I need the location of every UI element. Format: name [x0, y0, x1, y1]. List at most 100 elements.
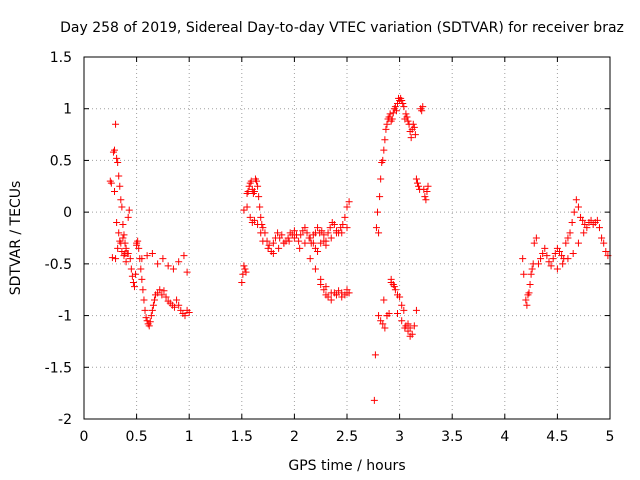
data-point — [527, 270, 535, 278]
data-point — [566, 229, 574, 237]
data-point — [142, 314, 150, 322]
data-point — [326, 224, 334, 232]
data-point — [380, 296, 388, 304]
data-point — [130, 283, 138, 291]
data-point — [303, 229, 311, 237]
data-point — [338, 229, 346, 237]
data-point — [314, 224, 322, 232]
data-point — [269, 239, 277, 247]
data-point — [265, 241, 273, 249]
data-point — [543, 252, 551, 260]
data-point — [145, 322, 153, 330]
data-point — [393, 310, 401, 318]
data-point — [587, 216, 595, 224]
data-point — [579, 216, 587, 224]
data-point — [541, 244, 549, 252]
data-point — [138, 275, 146, 283]
data-point — [250, 216, 258, 224]
data-point — [341, 291, 349, 299]
data-point — [183, 268, 191, 276]
data-point — [290, 227, 298, 235]
data-point — [306, 234, 314, 242]
data-point — [569, 250, 577, 258]
data-point — [404, 320, 412, 328]
data-point — [245, 182, 253, 190]
data-point — [412, 175, 420, 183]
data-point — [421, 193, 429, 201]
data-point — [580, 229, 588, 237]
data-point — [297, 231, 305, 239]
data-point — [525, 289, 533, 297]
data-point — [532, 234, 540, 242]
data-point — [173, 296, 181, 304]
data-point — [379, 156, 387, 164]
data-point — [137, 265, 145, 273]
data-point — [375, 312, 383, 320]
data-point — [332, 291, 340, 299]
data-point — [240, 262, 248, 270]
data-point — [602, 247, 610, 255]
data-point — [170, 303, 178, 311]
x-tick-label: 0.5 — [125, 429, 147, 445]
x-tick-label: 2 — [290, 429, 299, 445]
data-point — [415, 182, 423, 190]
data-point — [296, 244, 304, 252]
data-point — [129, 278, 137, 286]
x-tick-label: 3.5 — [441, 429, 463, 445]
data-point — [600, 239, 608, 247]
data-point — [418, 107, 426, 115]
data-point — [398, 96, 406, 104]
data-point — [150, 296, 158, 304]
data-point — [406, 332, 414, 340]
data-point — [398, 317, 406, 325]
data-point — [324, 293, 332, 301]
x-tick-label: 1 — [185, 429, 194, 445]
data-points — [106, 94, 612, 404]
data-point — [241, 265, 249, 273]
data-point — [343, 203, 351, 211]
data-point — [412, 306, 420, 314]
data-point — [244, 187, 252, 195]
data-point — [311, 265, 319, 273]
data-point — [114, 244, 122, 252]
data-point — [159, 255, 167, 263]
data-point — [372, 224, 380, 232]
data-point — [115, 172, 123, 180]
data-point — [280, 239, 288, 247]
data-point — [327, 234, 335, 242]
data-point — [381, 136, 389, 144]
data-point — [574, 203, 582, 211]
data-point — [419, 103, 427, 111]
data-point — [370, 396, 378, 404]
data-point — [295, 237, 303, 245]
data-point — [175, 301, 183, 309]
data-point — [119, 234, 127, 242]
y-tick-label: -0.5 — [45, 257, 72, 273]
y-axis-label: SDTVAR / TECUs — [8, 181, 24, 296]
data-point — [240, 206, 248, 214]
data-point — [320, 286, 328, 294]
data-point — [118, 203, 126, 211]
data-point — [593, 216, 601, 224]
data-point — [381, 324, 389, 332]
data-point — [399, 100, 407, 108]
data-point — [345, 198, 353, 206]
data-point — [120, 231, 128, 239]
data-point — [539, 250, 547, 258]
data-point — [343, 224, 351, 232]
data-point — [403, 113, 411, 121]
x-tick-label: 5 — [606, 429, 615, 445]
data-point — [149, 301, 157, 309]
axis-ticks: 0 0.5 1 1.5 2 2.5 3 3.5 4 4.5 5 -2 -1.5 -1 -0.5 0 0.5 1 1.… — [45, 50, 615, 445]
data-point — [375, 229, 383, 237]
data-point — [256, 203, 264, 211]
data-point — [382, 125, 390, 133]
x-tick-label: 0 — [80, 429, 89, 445]
data-point — [112, 255, 120, 263]
data-point — [574, 239, 582, 247]
data-point — [124, 213, 132, 221]
data-point — [324, 229, 332, 237]
data-point — [147, 312, 155, 320]
data-point — [320, 231, 328, 239]
